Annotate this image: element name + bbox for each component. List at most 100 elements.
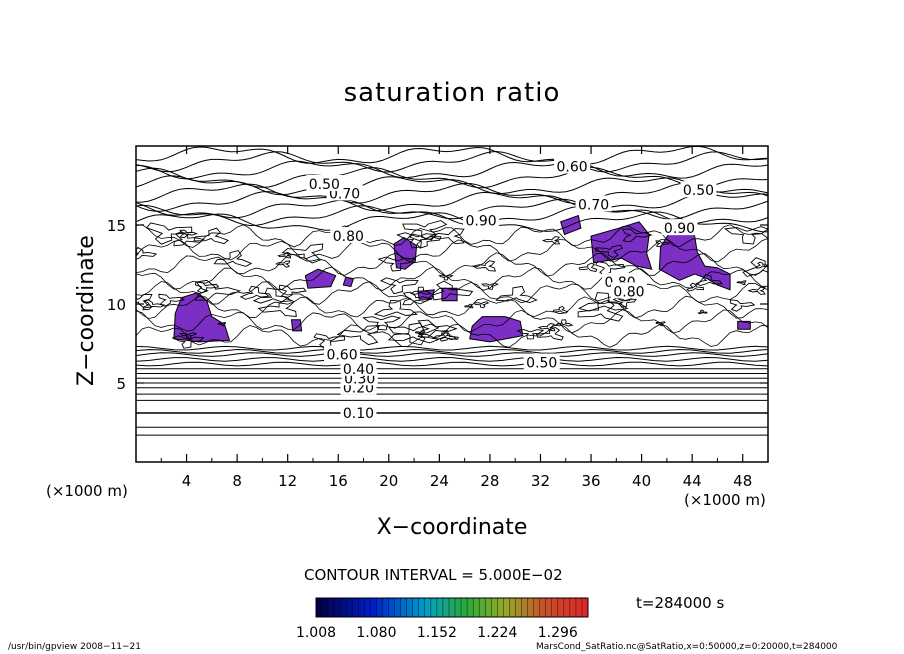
time-label: t=284000 s xyxy=(636,594,725,612)
x-axis-label: X−coordinate xyxy=(376,515,528,540)
colorbar-cell xyxy=(346,598,353,617)
contour-line xyxy=(577,292,629,312)
contour-line xyxy=(135,150,769,173)
contour-line xyxy=(135,352,769,357)
supersaturated-region xyxy=(290,319,303,332)
contour-label: 0.70 xyxy=(578,197,609,213)
y-tick-label: 5 xyxy=(116,375,126,393)
contour-line xyxy=(135,356,769,362)
contour-line xyxy=(135,266,768,291)
colorbar-cell xyxy=(569,598,577,617)
contour-line xyxy=(655,240,671,248)
colorbar-cell xyxy=(485,598,492,617)
contour-line xyxy=(697,309,708,315)
contour-line xyxy=(729,299,756,312)
contour-line xyxy=(135,246,158,260)
contour-line xyxy=(275,260,291,268)
contour-line xyxy=(408,233,442,249)
contour-line xyxy=(173,231,205,247)
contour-label: 0.40 xyxy=(343,362,374,378)
x-tick-label: 20 xyxy=(379,472,398,490)
contour-line xyxy=(377,256,416,272)
contour-line xyxy=(541,236,561,245)
x-unit-label-left: (×1000 m) xyxy=(46,482,128,500)
contour-line xyxy=(723,226,769,245)
contour-line xyxy=(145,222,193,245)
colorbar-tick-label: 1.296 xyxy=(538,625,578,641)
contour-line xyxy=(336,325,380,346)
contour-line xyxy=(281,243,324,264)
contour-line xyxy=(387,322,440,344)
contour-line xyxy=(473,301,490,309)
colorbar-cell xyxy=(340,598,347,617)
contour-line xyxy=(516,329,545,340)
contour-line xyxy=(135,294,153,309)
contour-line xyxy=(171,335,205,349)
contour-label-bg xyxy=(324,345,361,362)
colorbar-cell xyxy=(400,598,407,617)
contour-line xyxy=(158,293,186,307)
colorbar-frame xyxy=(315,597,589,618)
contour-line xyxy=(135,145,769,165)
contour-line xyxy=(537,323,556,332)
x-tick-label: 48 xyxy=(733,472,752,490)
contour-line xyxy=(742,257,769,277)
contour-line xyxy=(217,321,226,327)
contour-label: 0.90 xyxy=(465,213,496,229)
contour-line xyxy=(135,345,769,351)
colorbar-cell xyxy=(467,598,474,617)
colorbar-cell xyxy=(575,598,583,617)
contour-interval-label: CONTOUR INTERVAL = 5.000E−02 xyxy=(304,566,563,584)
contour-line xyxy=(252,287,293,304)
plot-frame xyxy=(135,145,769,463)
contour-lines xyxy=(135,145,769,436)
contour-labels: 0.100.200.300.400.60 0.500.900.800.700.50… xyxy=(306,157,717,422)
contour-line xyxy=(595,260,626,276)
y-tick-label: 15 xyxy=(107,217,126,235)
contour-line xyxy=(135,204,769,227)
colorbar-tick-label: 1.008 xyxy=(296,625,336,641)
colorbar-cell xyxy=(382,598,389,617)
colorbar-cell xyxy=(491,598,498,617)
contour-line xyxy=(239,285,273,300)
supersaturated-region xyxy=(304,268,337,289)
contour-line xyxy=(695,274,723,286)
contour-line xyxy=(313,333,346,349)
colorbar-cell xyxy=(533,598,540,617)
y-tick-label: 10 xyxy=(107,296,126,314)
contour-line xyxy=(135,191,769,212)
colorbar-cell xyxy=(497,598,504,617)
contour-line xyxy=(379,277,419,295)
x-tick-label: 4 xyxy=(182,472,192,490)
colorbar-cell xyxy=(436,598,444,617)
contour-line xyxy=(135,211,769,233)
contour-line xyxy=(135,281,769,305)
colorbar-cell xyxy=(352,598,359,617)
contour-line xyxy=(135,361,769,367)
footer-source: MarsCond_SatRatio.nc@SatRatio,x=0:50000,… xyxy=(536,642,838,652)
contour-line xyxy=(135,166,769,189)
contour-line xyxy=(577,299,624,322)
contour-line xyxy=(142,299,166,311)
contour-line xyxy=(612,297,637,308)
contour-line xyxy=(179,229,198,239)
contour-line xyxy=(135,295,769,320)
colorbar-cell xyxy=(358,598,365,617)
x-tick-label: 36 xyxy=(581,472,600,490)
colorbar-cell xyxy=(316,598,323,617)
chart-title: saturation ratio xyxy=(343,78,561,108)
colorbar-tick-label: 1.224 xyxy=(477,625,517,641)
x-tick-label: 40 xyxy=(632,472,651,490)
colorbar: 1.008 1.080 1.152 1.224 1.296 xyxy=(296,597,589,641)
x-tick-label: 28 xyxy=(480,472,499,490)
colorbar-cell xyxy=(370,598,377,617)
colorbar-tick-label: 1.152 xyxy=(417,625,457,641)
contour-label-bg xyxy=(463,211,500,228)
contour-line xyxy=(621,228,653,243)
contour-label: 0.60 xyxy=(326,348,357,364)
x-tick-label: 32 xyxy=(531,472,550,490)
contour-line xyxy=(535,326,564,341)
supersaturated-region xyxy=(393,237,418,270)
contour-line xyxy=(686,282,705,292)
